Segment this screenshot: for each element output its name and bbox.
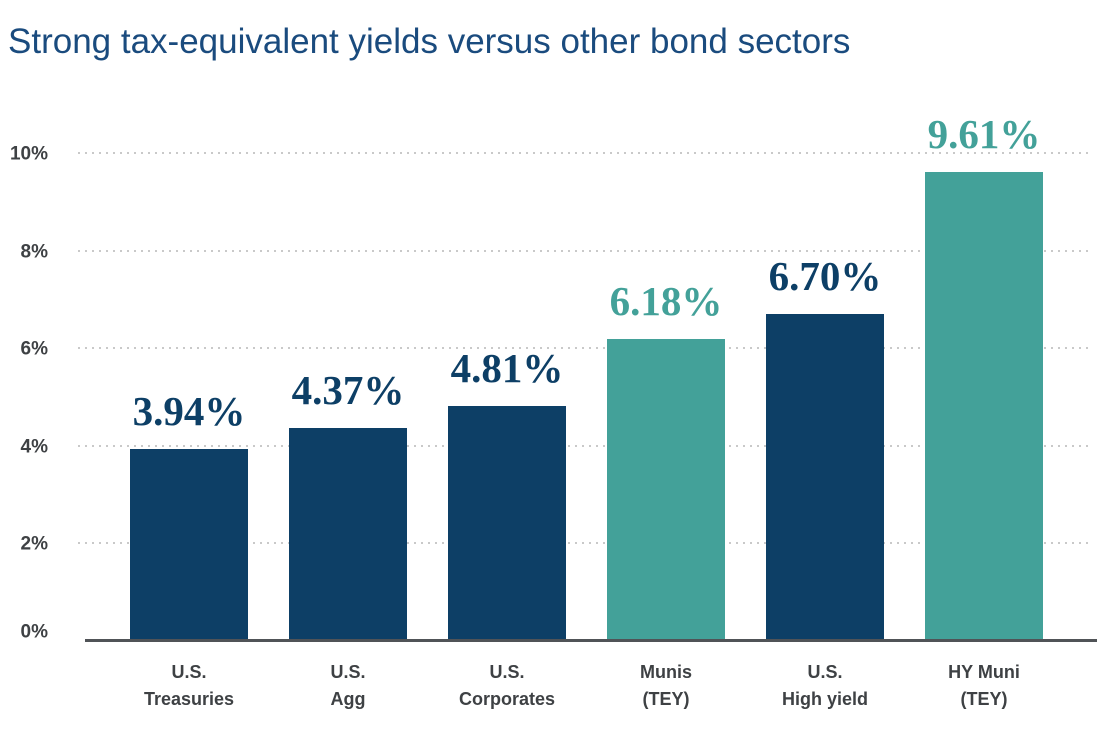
y-axis-tick-label: 4% [20, 436, 48, 458]
bar-hy-muni-tey [925, 172, 1043, 641]
bar-u-s-high-yield [766, 314, 884, 641]
category-label-line: U.S. [330, 662, 366, 682]
y-axis-tick-label: 0% [20, 621, 48, 643]
gridline-8pct [78, 249, 1092, 252]
category-label-line: High yield [781, 689, 868, 709]
bar-value-label-u-s-corporates: 4.81% [450, 345, 564, 391]
y-axis-tick-label: 6% [20, 338, 48, 360]
x-axis-category-label-u-s-high-yield: U.S. High yield [746, 659, 904, 713]
y-axis-tick-label: 2% [20, 533, 48, 555]
x-axis-line [85, 639, 1097, 642]
x-axis-category-label-munis-tey: Munis (TEY) [587, 659, 745, 713]
x-axis-category-label-u-s-corporates: U.S. Corporates [428, 659, 586, 713]
bar-value-label-munis-tey: 6.18% [609, 278, 723, 324]
category-label-line: (TEY) [960, 689, 1008, 709]
bar-munis-tey [607, 339, 725, 641]
gridline-10pct [78, 152, 1092, 154]
x-axis-category-label-u-s-agg: U.S. Agg [269, 659, 427, 713]
category-label-line: Munis [640, 662, 692, 682]
category-label-line: U.S. [489, 662, 525, 682]
bar-u-s-agg [289, 428, 407, 641]
category-label-line: U.S. [171, 662, 207, 682]
category-label-line: Corporates [458, 689, 556, 709]
x-axis-category-label-u-s-treasuries: U.S. Treasuries [110, 659, 268, 713]
category-label-line: (TEY) [642, 689, 690, 709]
bar-value-label-hy-muni-tey: 9.61% [927, 111, 1041, 157]
bar-value-label-u-s-high-yield: 6.70% [768, 253, 882, 299]
chart-title: Strong tax-equivalent yields versus othe… [8, 22, 851, 61]
gridline-6pct [78, 347, 1092, 350]
bar-u-s-corporates [448, 406, 566, 641]
y-axis-tick-label: 10% [9, 143, 48, 165]
category-label-line: Agg [330, 689, 366, 709]
y-axis-tick-label: 8% [20, 241, 48, 263]
category-label-line: Treasuries [143, 689, 235, 709]
category-label-line: U.S. [807, 662, 843, 682]
bar-value-label-u-s-agg: 4.37% [291, 367, 405, 413]
category-label-line: HY Muni [948, 662, 1020, 682]
x-axis-category-label-hy-muni-tey: HY Muni (TEY) [905, 659, 1063, 713]
gridline-4pct [78, 444, 1092, 447]
bar-value-label-u-s-treasuries: 3.94% [132, 388, 246, 434]
bar-u-s-treasuries [130, 449, 248, 641]
gridline-2pct [78, 542, 1092, 545]
